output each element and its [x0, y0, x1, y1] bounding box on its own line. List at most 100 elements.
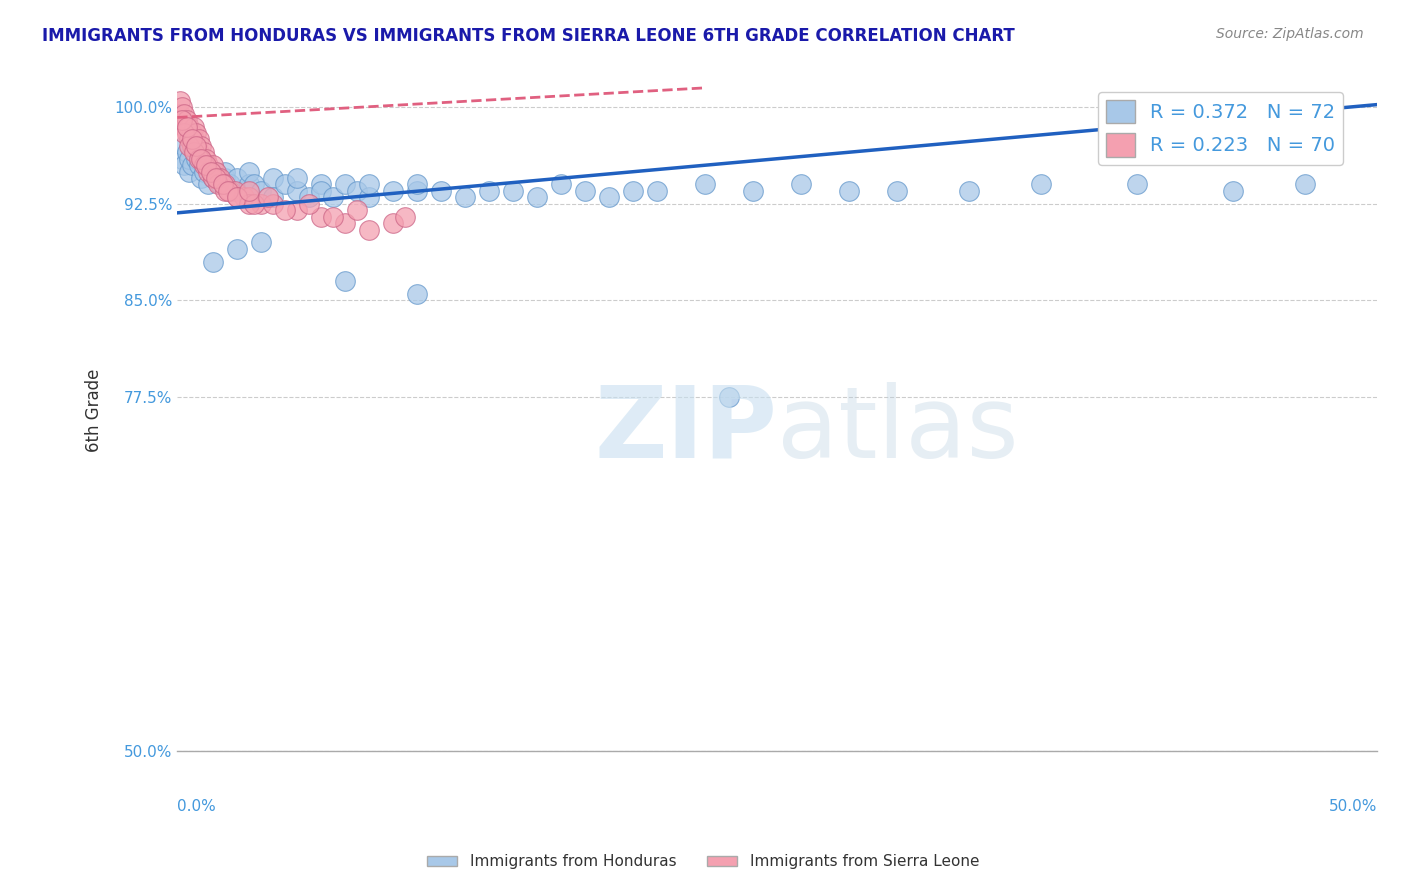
Point	[169, 94, 191, 108]
Point	[322, 190, 344, 204]
Point	[176, 145, 198, 160]
Point	[179, 164, 201, 178]
Point	[202, 171, 225, 186]
Point	[309, 178, 332, 192]
Point	[394, 210, 416, 224]
Point	[180, 132, 202, 146]
Point	[233, 190, 256, 204]
Point	[170, 113, 193, 128]
Point	[179, 120, 201, 134]
Point	[176, 120, 198, 134]
Point	[226, 171, 249, 186]
Point	[193, 145, 215, 160]
Point	[214, 184, 236, 198]
Point	[190, 152, 212, 166]
Point	[250, 197, 273, 211]
Point	[186, 152, 208, 166]
Text: 50.0%: 50.0%	[1329, 799, 1376, 814]
Point	[202, 255, 225, 269]
Point	[285, 184, 308, 198]
Point	[886, 184, 908, 198]
Point	[742, 184, 765, 198]
Point	[214, 178, 236, 192]
Point	[309, 210, 332, 224]
Point	[176, 126, 198, 140]
Point	[285, 203, 308, 218]
Point	[170, 113, 193, 128]
Point	[173, 158, 195, 172]
Point	[262, 190, 284, 204]
Point	[179, 152, 201, 166]
Point	[274, 203, 297, 218]
Point	[359, 190, 381, 204]
Point	[219, 184, 242, 198]
Point	[204, 164, 226, 178]
Point	[202, 158, 225, 172]
Point	[957, 184, 980, 198]
Point	[478, 184, 501, 198]
Point	[359, 222, 381, 236]
Point	[250, 184, 273, 198]
Point	[219, 178, 242, 192]
Point	[190, 152, 212, 166]
Point	[173, 120, 195, 134]
Point	[233, 184, 256, 198]
Point	[186, 126, 208, 140]
Point	[187, 158, 209, 172]
Point	[200, 164, 222, 178]
Point	[718, 390, 741, 404]
Point	[335, 178, 357, 192]
Text: ZIP: ZIP	[595, 382, 778, 479]
Point	[406, 184, 429, 198]
Point	[190, 171, 212, 186]
Point	[243, 178, 266, 192]
Point	[197, 158, 219, 172]
Point	[406, 287, 429, 301]
Point	[226, 242, 249, 256]
Point	[173, 126, 195, 140]
Point	[382, 184, 405, 198]
Point	[204, 164, 226, 178]
Point	[226, 190, 249, 204]
Point	[202, 171, 225, 186]
Point	[169, 106, 191, 120]
Point	[200, 164, 222, 178]
Point	[335, 274, 357, 288]
Point	[207, 178, 229, 192]
Y-axis label: 6th Grade: 6th Grade	[86, 368, 103, 451]
Point	[238, 184, 260, 198]
Point	[180, 138, 202, 153]
Point	[207, 171, 229, 186]
Point	[598, 190, 620, 204]
Text: Source: ZipAtlas.com: Source: ZipAtlas.com	[1216, 27, 1364, 41]
Point	[212, 178, 235, 192]
Point	[214, 164, 236, 178]
Point	[454, 190, 477, 204]
Point	[173, 106, 195, 120]
Point	[226, 190, 249, 204]
Point	[346, 203, 368, 218]
Point	[180, 158, 202, 172]
Point	[173, 138, 195, 153]
Point	[243, 197, 266, 211]
Point	[298, 197, 321, 211]
Point	[183, 138, 205, 153]
Point	[238, 197, 260, 211]
Point	[1246, 106, 1268, 120]
Point	[335, 216, 357, 230]
Point	[257, 190, 280, 204]
Point	[346, 184, 368, 198]
Point	[322, 210, 344, 224]
Point	[250, 235, 273, 250]
Point	[502, 184, 524, 198]
Point	[209, 178, 232, 192]
Point	[262, 197, 284, 211]
Point	[180, 126, 202, 140]
Point	[1222, 184, 1244, 198]
Point	[187, 132, 209, 146]
Point	[838, 184, 860, 198]
Point	[274, 178, 297, 192]
Point	[550, 178, 572, 192]
Text: IMMIGRANTS FROM HONDURAS VS IMMIGRANTS FROM SIERRA LEONE 6TH GRADE CORRELATION C: IMMIGRANTS FROM HONDURAS VS IMMIGRANTS F…	[42, 27, 1015, 45]
Point	[197, 164, 219, 178]
